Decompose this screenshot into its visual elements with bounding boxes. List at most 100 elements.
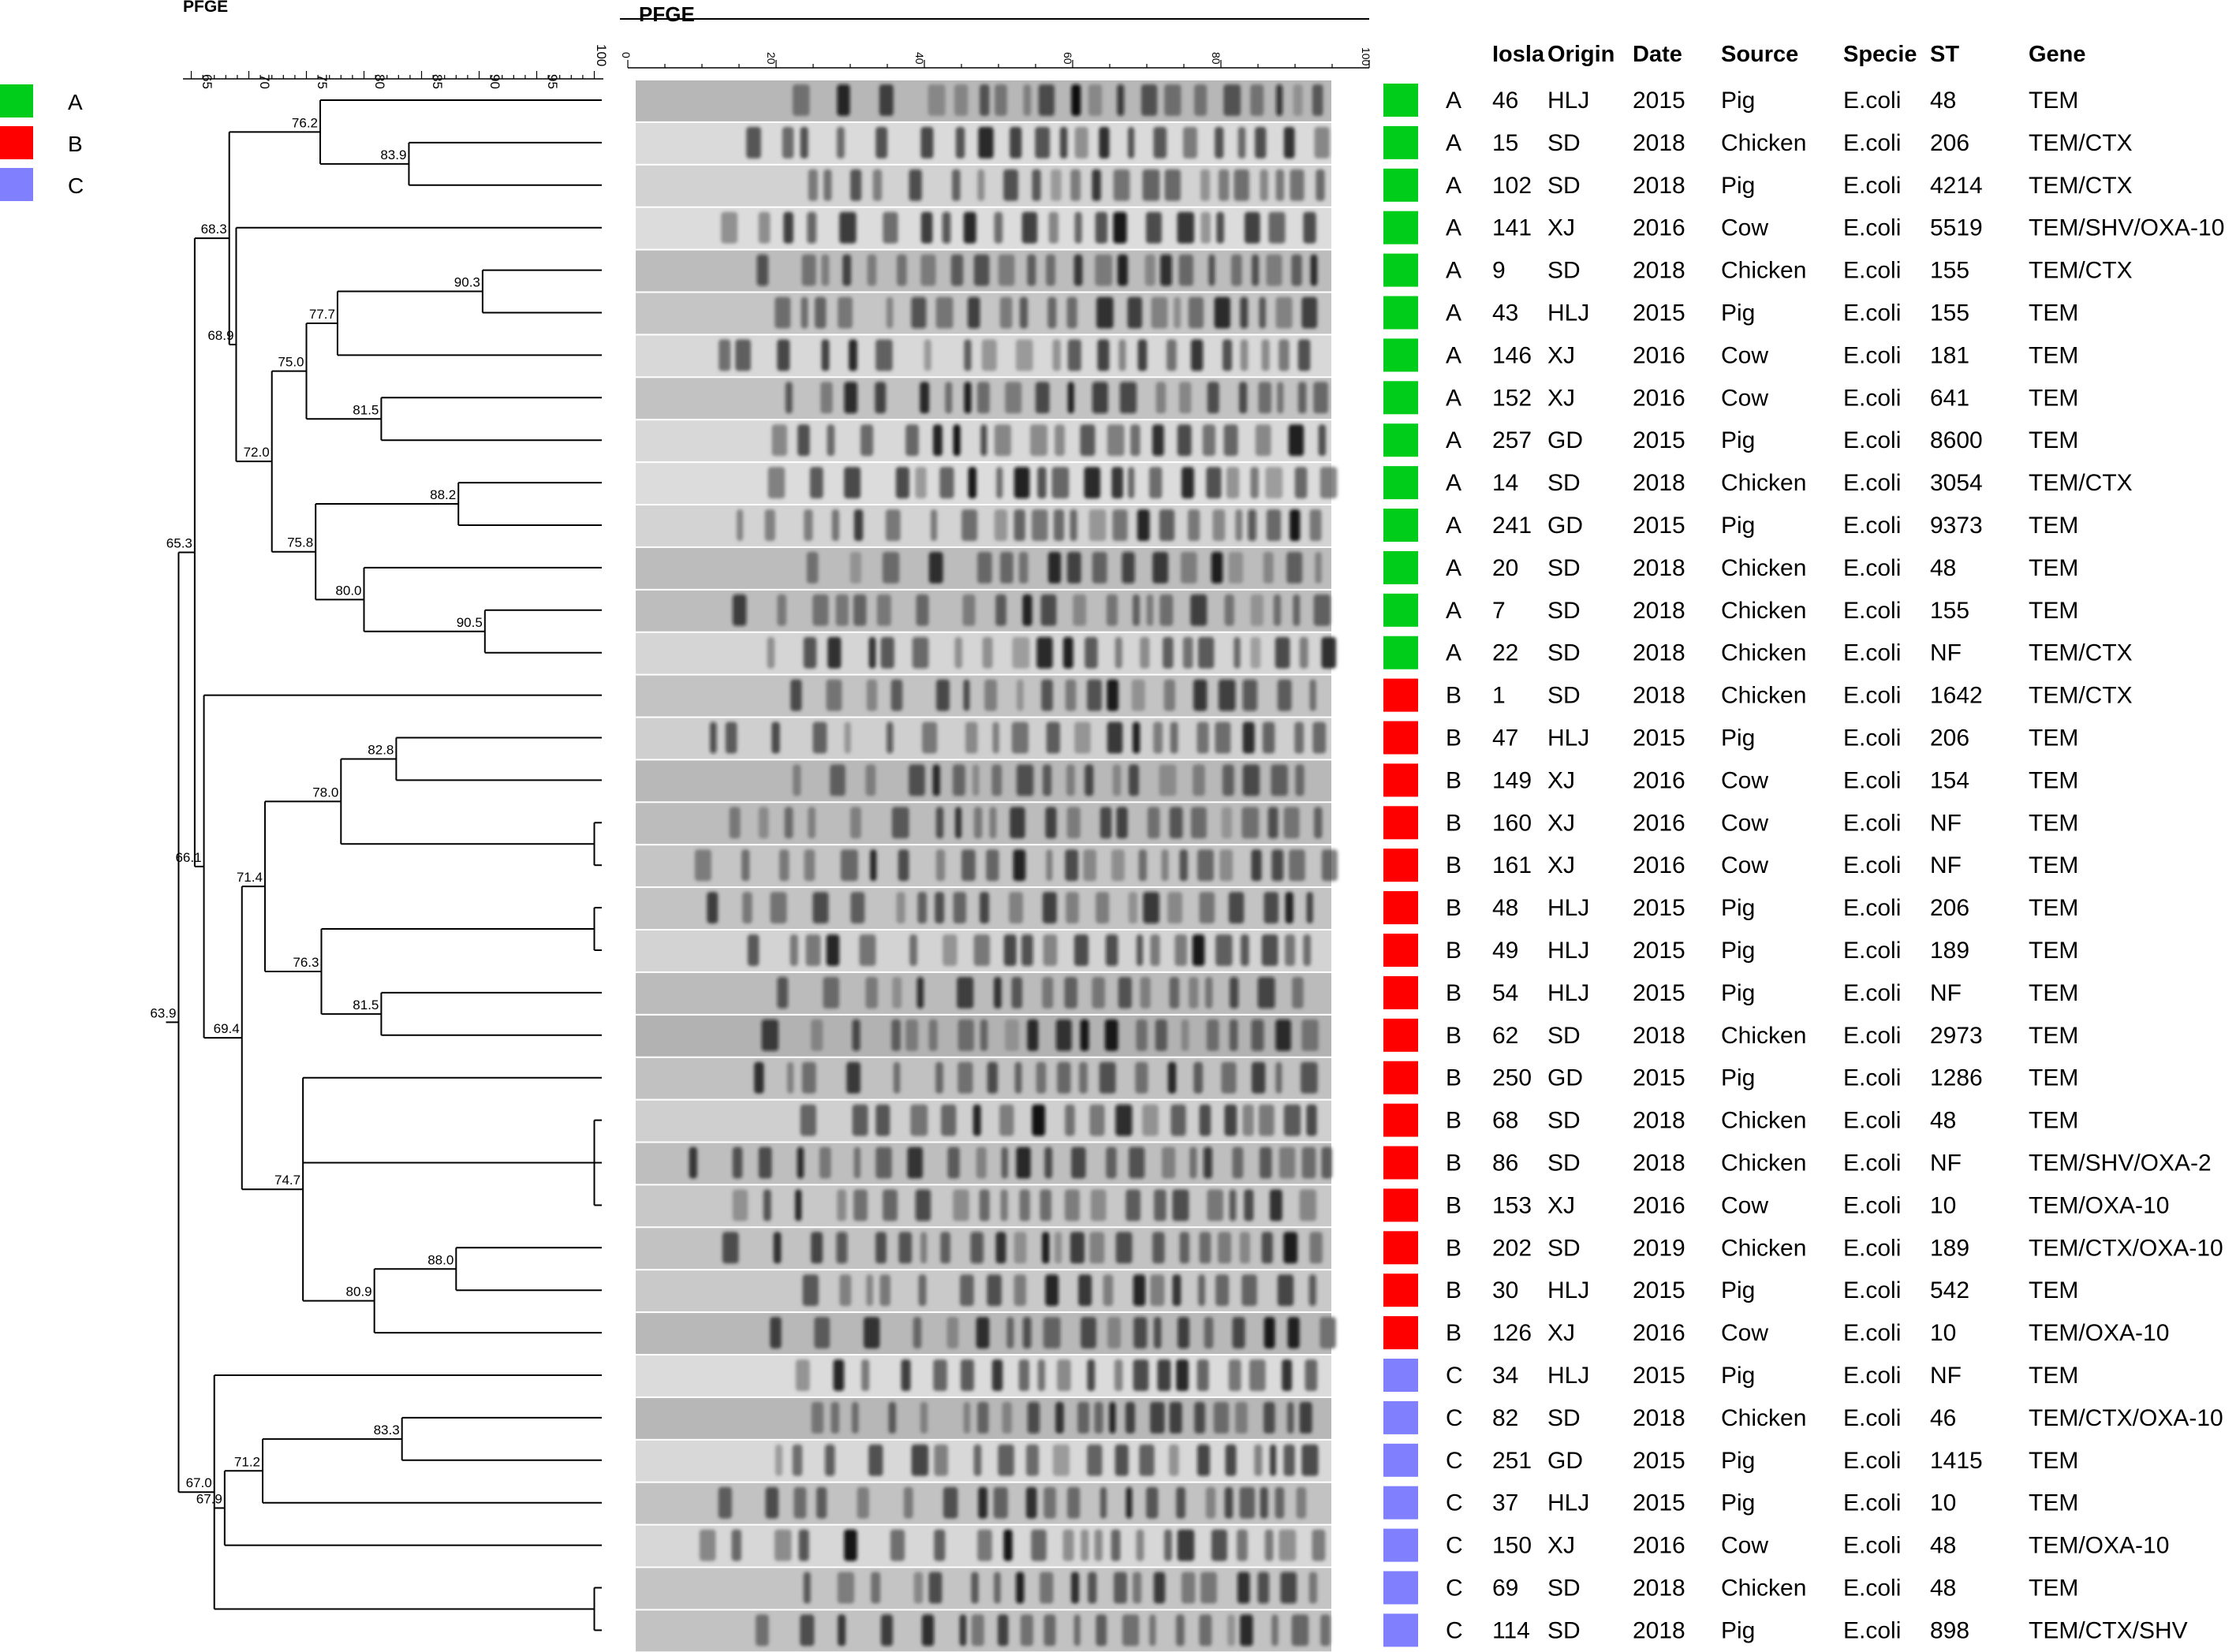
gel-band: [1226, 467, 1240, 499]
gel-band: [920, 1232, 928, 1264]
legend-label-a: A: [68, 90, 83, 114]
gel-band: [1153, 1572, 1166, 1604]
gel-band: [1127, 296, 1143, 329]
gel-band: [970, 1232, 984, 1264]
gel-lane-bands: [792, 84, 1323, 116]
cell-cluster: B: [1446, 980, 1461, 1006]
cell-cluster: A: [1446, 130, 1461, 156]
gel-band: [1117, 254, 1128, 286]
cell-isolate: 49: [1492, 938, 1518, 964]
gel-band: [1204, 1317, 1214, 1349]
gel-band: [1227, 1614, 1235, 1646]
cell-st: 155: [1930, 598, 1969, 624]
similarity-scale: 65 70 75 80 85 90 95 100: [183, 44, 609, 89]
gel-band: [1023, 84, 1032, 116]
gel-band: [771, 424, 787, 457]
gel-band: [746, 126, 761, 158]
gel-band: [1193, 764, 1205, 796]
cell-isolate: 114: [1492, 1617, 1530, 1643]
isolate-table: A 46 HLJ 2015 Pig E.coli 48 TEM A 15 SD 2018 Chicken…: [1383, 84, 2224, 1647]
dendrogram-node-label: 90.3: [454, 275, 480, 290]
gel-band: [1019, 296, 1028, 329]
table-row: A 257 GD 2015 Pig E.coli 8600 TEM: [1383, 423, 2078, 457]
table-row: B 161 XJ 2016 Cow E.coli NF TEM: [1383, 848, 2078, 882]
table-row: A 141 XJ 2016 Cow E.coli 5519 TEM/SHV/OXA-10: [1383, 211, 2224, 244]
gel-band: [995, 84, 1007, 116]
gel-band: [1099, 126, 1110, 158]
gel-band: [1088, 84, 1103, 116]
cell-date: 2018: [1633, 1023, 1685, 1049]
cell-source: Chicken: [1721, 258, 1806, 284]
gel-band: [978, 126, 994, 158]
cell-gene: TEM: [2029, 427, 2078, 453]
gel-band: [1164, 1529, 1172, 1561]
gel-band: [1255, 424, 1271, 457]
cell-date: 2018: [1633, 1150, 1685, 1177]
gel-lane: [636, 803, 1331, 845]
cell-cluster: A: [1446, 300, 1461, 326]
gel-band: [1279, 339, 1290, 371]
dendrogram-node-label: 88.2: [430, 487, 456, 502]
gel-band: [1140, 976, 1151, 1009]
cell-st: 181: [1930, 342, 1969, 368]
cell-specie: E.coli: [1843, 300, 1901, 326]
cell-cluster: B: [1446, 1320, 1461, 1346]
gel-band: [1025, 1486, 1037, 1519]
cluster-swatch: [1383, 168, 1418, 202]
cell-gene: TEM/CTX: [2029, 683, 2133, 709]
gel-band: [1250, 84, 1264, 116]
gel-band: [819, 1147, 831, 1179]
gel-band: [831, 509, 839, 541]
gel-band: [930, 509, 938, 541]
gel-band: [1128, 126, 1135, 158]
gel-band: [981, 339, 997, 371]
gel-band: [1269, 1189, 1282, 1221]
gel-band: [991, 1359, 1003, 1391]
gel-band: [1234, 636, 1241, 669]
gel-band: [1299, 1401, 1312, 1434]
cell-cluster: B: [1446, 1277, 1461, 1303]
cell-cluster: B: [1446, 810, 1461, 836]
gel-band: [1035, 382, 1050, 414]
gel-band: [957, 1061, 973, 1094]
gel-band: [758, 211, 771, 244]
table-row: B 160 XJ 2016 Cow E.coli NF TEM: [1383, 806, 2078, 840]
gel-band: [1164, 84, 1181, 116]
cluster-swatch: [1383, 1316, 1418, 1350]
gel-band: [1244, 1189, 1254, 1221]
gel-band: [1277, 679, 1292, 711]
dendrogram-node-label: 65.3: [166, 536, 192, 551]
column-header-date: Date: [1633, 42, 1682, 67]
gel-band: [1251, 1019, 1264, 1051]
gel-band: [827, 636, 842, 669]
cell-gene: TEM: [2029, 1448, 2078, 1474]
cell-date: 2016: [1633, 1320, 1685, 1346]
gel-band: [1071, 1147, 1086, 1179]
gel-band: [837, 1572, 855, 1604]
cell-st: 48: [1930, 1108, 1956, 1134]
gel-lane-bands: [699, 1529, 1326, 1561]
cell-specie: E.coli: [1843, 1576, 1901, 1602]
gel-band: [1219, 849, 1234, 882]
cell-isolate: 62: [1492, 1023, 1518, 1049]
table-row: A 43 HLJ 2015 Pig E.coli 155 TEM: [1383, 296, 2078, 330]
cluster-swatch: [1383, 423, 1418, 457]
gel-band: [761, 1019, 779, 1051]
dendrogram-node-label: 71.2: [234, 1454, 260, 1469]
gel-band: [1088, 509, 1107, 541]
gel-band: [1002, 1401, 1012, 1434]
gel-band: [1285, 892, 1293, 924]
gel-band: [913, 1317, 922, 1349]
gel-band: [1094, 1401, 1103, 1434]
gel-band: [1047, 296, 1057, 329]
gel-band: [741, 849, 750, 882]
cell-date: 2018: [1633, 173, 1685, 199]
cell-source: Pig: [1721, 1448, 1755, 1474]
cell-origin: GD: [1547, 427, 1583, 453]
gel-band: [922, 722, 938, 754]
gel-band: [1157, 1359, 1171, 1391]
gel-band: [1103, 1274, 1114, 1307]
gel-band: [805, 934, 821, 966]
gel-band: [1094, 1529, 1103, 1561]
gel-band: [1176, 1359, 1189, 1391]
